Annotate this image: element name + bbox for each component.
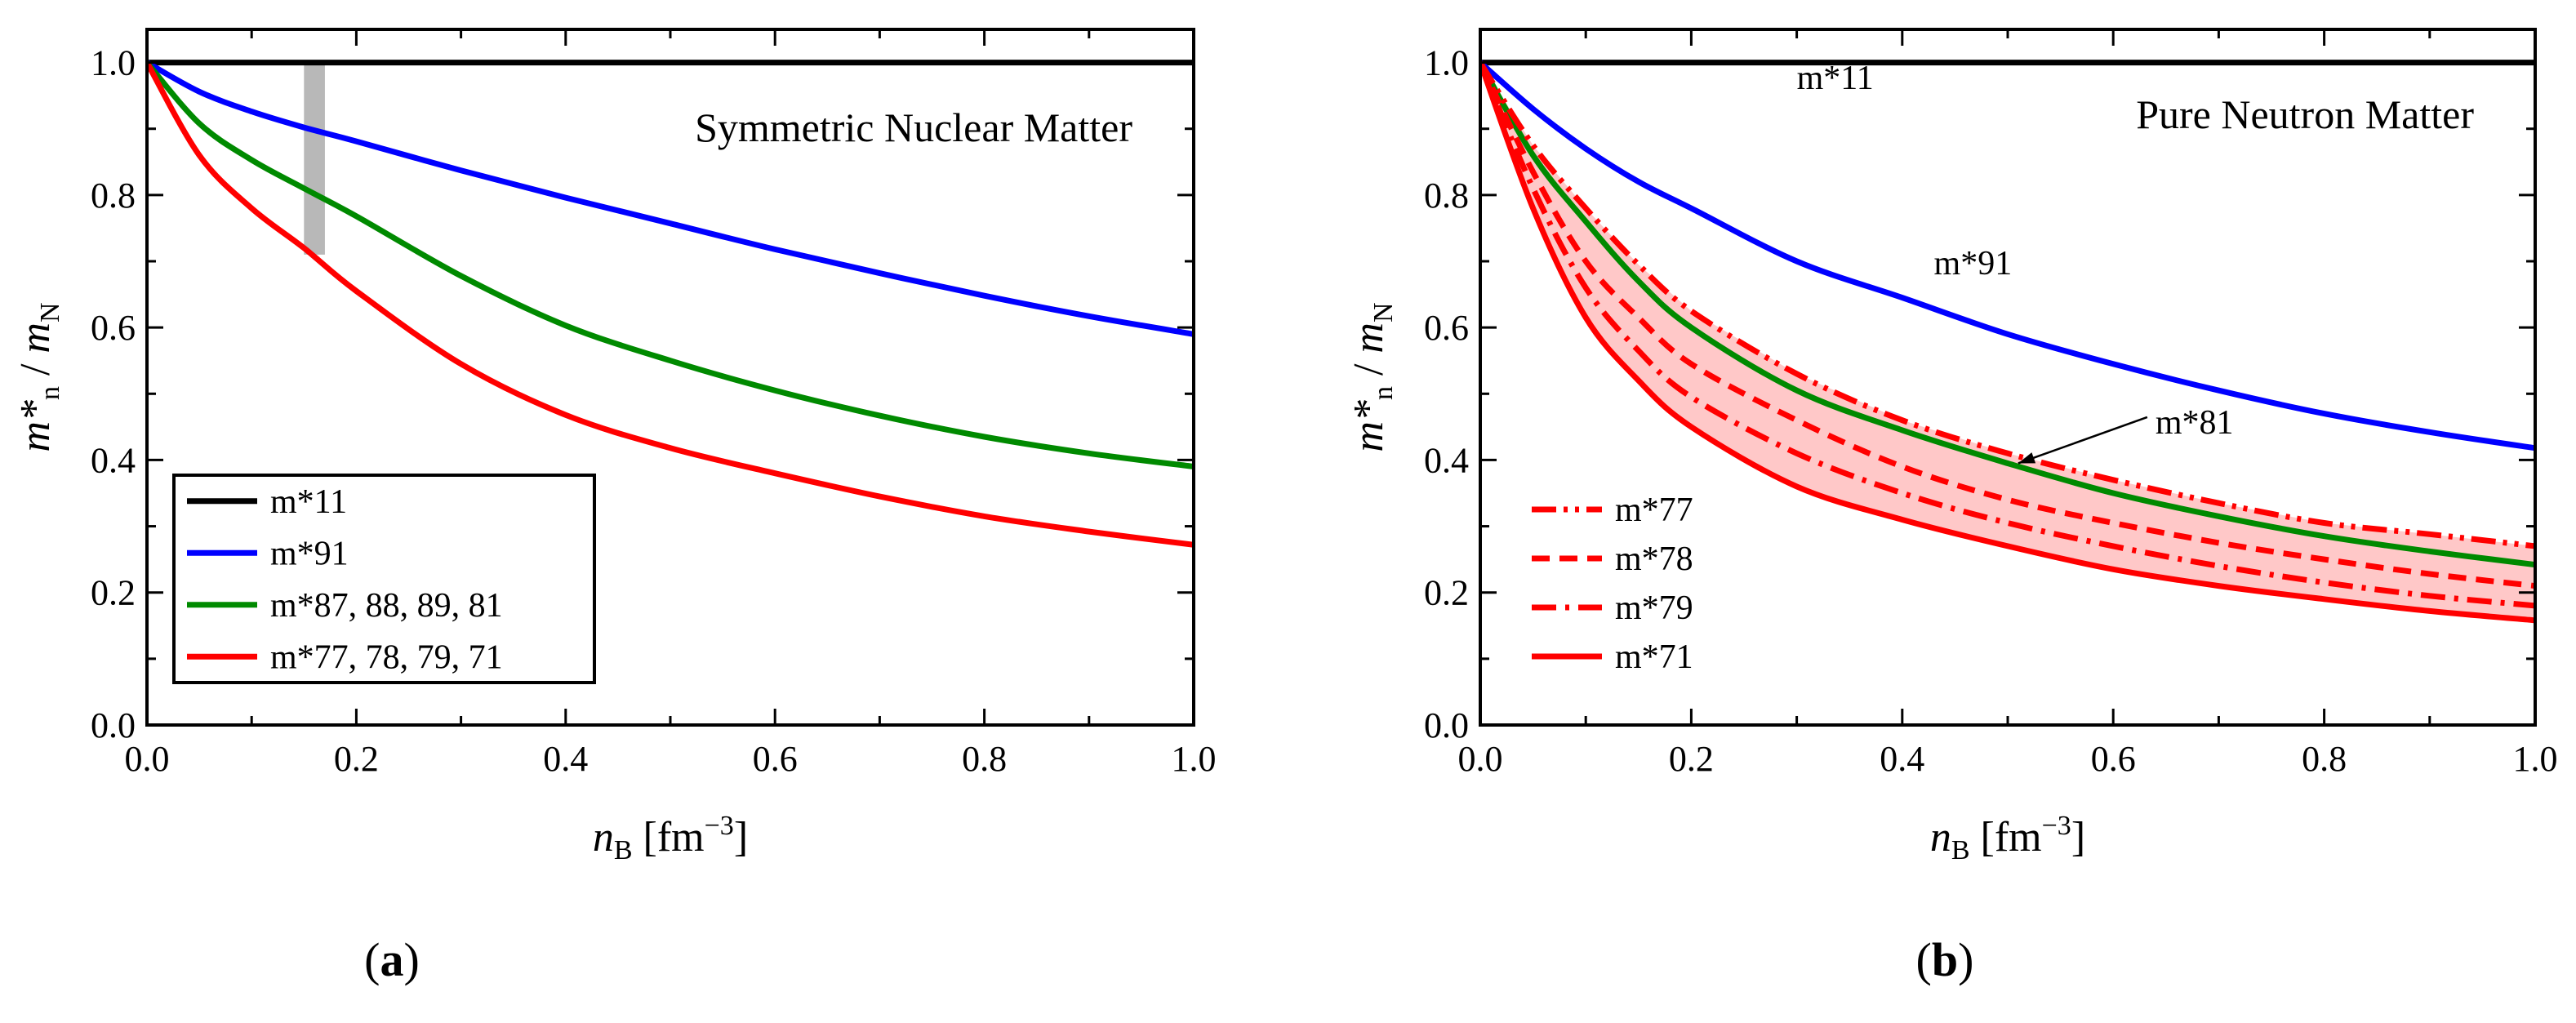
y-tick-label: 0.8: [1424, 176, 1469, 216]
y-axis-label-sub: n: [1368, 386, 1399, 400]
panel-tag: (a): [364, 933, 420, 986]
panel-tag-open: (: [1916, 933, 1932, 986]
panel-title: Pure Neutron Matter: [2136, 91, 2474, 137]
y-tick-label: 0.2: [1424, 573, 1469, 613]
legend-label: m*78: [1615, 540, 1693, 578]
y-tick-label: 0.6: [91, 308, 136, 348]
panel-tag-letter: b: [1932, 933, 1958, 986]
x-tick-label: 0.4: [543, 739, 588, 779]
y-tick-label: 0.6: [1424, 308, 1469, 348]
y-tick-label: 1.0: [1424, 43, 1469, 83]
y-axis-label-main: m*: [12, 400, 59, 452]
panel-b: 0.0 0.2 0.4 0.6 0.8 1.00.00.20.40.60.81.0nB […: [1346, 28, 2558, 986]
plot-area: [1480, 60, 2535, 624]
y-axis-label-sub2: N: [35, 302, 65, 322]
panel-title: Symmetric Nuclear Matter: [695, 105, 1132, 150]
legend-label: m*77, 78, 79, 71: [270, 638, 503, 676]
legend-box: [172, 474, 596, 684]
series-line-m-87-88-89-81: [147, 60, 1194, 469]
series-line-m-77-78-79-71: [147, 60, 1194, 548]
panel-tag-close: ): [1958, 933, 1973, 986]
x-axis-label-unit-sup: −3: [2042, 811, 2071, 841]
x-tick-label: 0.0: [1458, 739, 1503, 779]
y-tick-label: 0.2: [91, 573, 136, 613]
y-tick-label: 0.0: [1424, 705, 1469, 745]
series-line-m-77: [1480, 60, 2535, 549]
annotation-arrow-head: [2018, 452, 2036, 464]
y-tick-label: 1.0: [91, 43, 136, 83]
x-tick-label: 0.6: [753, 739, 798, 779]
legend-label: m*87, 88, 89, 81: [270, 587, 503, 625]
legend-label: m*77: [1615, 491, 1693, 529]
y-tick-label: 0.4: [1424, 440, 1469, 480]
x-axis-label-main: n: [1930, 814, 1951, 861]
panel-tag-letter: a: [380, 933, 404, 986]
series-line-m-91: [1480, 60, 2535, 451]
y-axis-label-main: m*: [1346, 400, 1392, 452]
x-axis-label-sub: B: [614, 835, 633, 865]
x-tick-label: 0.6: [2091, 739, 2136, 779]
x-tick-label: 0.4: [1880, 739, 1924, 779]
y-axis-label-main2: m: [1346, 322, 1392, 354]
y-tick-label: 0.0: [91, 705, 136, 745]
x-axis-label: nB [fm−3]: [593, 811, 748, 865]
y-axis-label-main2: m: [12, 322, 59, 354]
x-axis-label: nB [fm−3]: [1930, 811, 2085, 865]
x-tick-label: 0.2: [334, 739, 379, 779]
x-axis-label-unit: [fm: [633, 814, 705, 861]
series-line-m-71: [1480, 61, 2535, 624]
x-axis-label-unit-close: ]: [2071, 814, 2085, 861]
series-line-m-81: [1480, 60, 2535, 568]
x-axis-label-unit: [fm: [1970, 814, 2042, 861]
series-line-m-78: [1480, 61, 2535, 589]
y-axis-label-sub: n: [35, 386, 65, 400]
legend-label: m*71: [1615, 638, 1693, 676]
panel-tag: (b): [1916, 933, 1974, 986]
x-axis-label-main: n: [593, 814, 614, 861]
annotation-label: m*81: [2156, 404, 2234, 442]
x-tick-label: 1.0: [2513, 739, 2558, 779]
y-tick-label: 0.4: [91, 440, 136, 480]
annotation-label: m*91: [1934, 245, 2013, 282]
series-line-m-79: [1480, 61, 2535, 609]
annotation-arrow-line: [2018, 416, 2148, 465]
saturation-density-band: [304, 62, 325, 255]
x-tick-label: 0.2: [1669, 739, 1714, 779]
y-axis-label-sep: /: [12, 354, 59, 386]
x-tick-label: 0.8: [2302, 739, 2347, 779]
y-axis-label: m*n / mN: [1346, 302, 1399, 451]
x-tick-label: 0.0: [125, 739, 170, 779]
x-axis-label-sub: B: [1951, 835, 1970, 865]
x-axis-label-unit-close: ]: [734, 814, 748, 861]
panel-tag-close: ): [404, 933, 420, 986]
legend-label: m*11: [270, 483, 347, 521]
y-tick-label: 0.8: [91, 176, 136, 216]
uncertainty-band: [1480, 62, 2535, 620]
legend: m*77 m*78 m*79 m*71: [1532, 491, 1693, 676]
y-axis-label-sub2: N: [1368, 302, 1399, 322]
panel-a: 0.0 0.2 0.4 0.6 0.8 1.00.00.20.40.60.81.0nB […: [12, 28, 1217, 986]
x-tick-label: 1.0: [1172, 739, 1217, 779]
legend-label: m*91: [270, 535, 349, 572]
x-axis-label-unit-sup: −3: [705, 811, 734, 841]
series-line-m-91: [147, 60, 1194, 337]
legend: m*11 m*91 m*87, 88, 89, 81 m*77, 78, 79, 71: [172, 474, 596, 684]
y-axis-label: m*n / mN: [12, 302, 65, 451]
legend-label: m*79: [1615, 589, 1693, 627]
panel-tag-open: (: [364, 933, 380, 986]
annotation-label: m*11: [1797, 60, 1874, 97]
plot-area: [147, 60, 1194, 548]
y-axis-label-sep: /: [1346, 354, 1392, 386]
x-tick-label: 0.8: [962, 739, 1007, 779]
